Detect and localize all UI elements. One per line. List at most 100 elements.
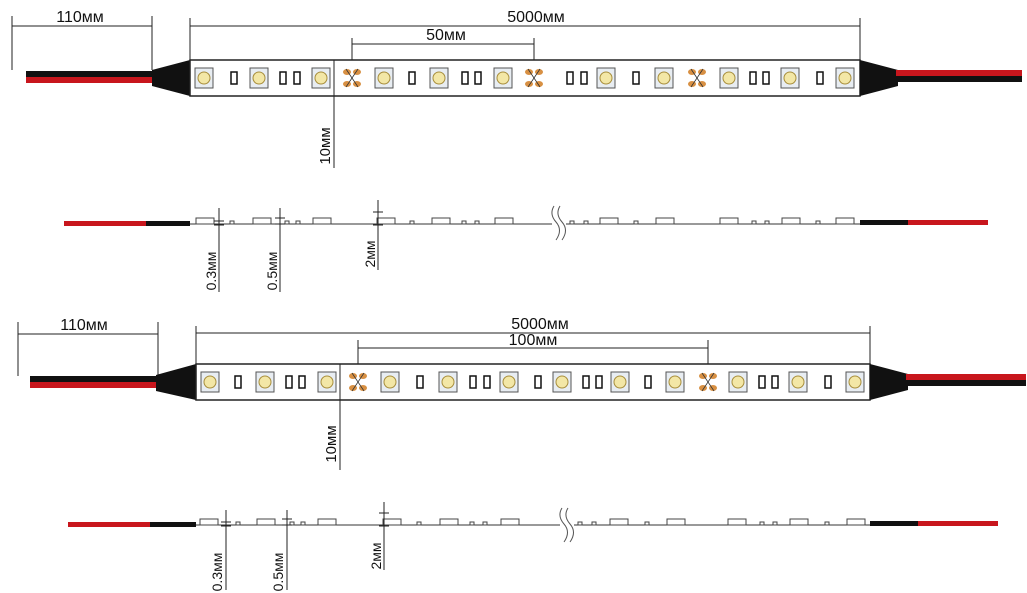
led-chip-icon (596, 67, 616, 89)
led-chip-icon (835, 67, 855, 89)
total-thickness-label: 2мм (362, 240, 378, 267)
resistor-icon (298, 375, 306, 389)
total-thickness-label: 2мм (368, 542, 384, 569)
profile-2-components (199, 518, 866, 526)
led-chip-icon (255, 371, 275, 393)
right-wire-2 (906, 374, 1026, 386)
led-chip-icon (552, 371, 572, 393)
lead-length-label: 110мм (60, 317, 108, 334)
right-wire-1 (896, 70, 1022, 82)
resistor-icon (461, 71, 469, 85)
resistor-icon (469, 375, 477, 389)
solder-pad-icon (343, 68, 361, 88)
strip-1-components (194, 67, 855, 89)
resistor-icon (293, 71, 301, 85)
resistor-icon (816, 71, 824, 85)
left-wire-2 (30, 376, 158, 388)
led-chip-icon (780, 67, 800, 89)
led-chip-icon (249, 67, 269, 89)
lead-length-label: 110мм (56, 9, 104, 26)
left-wire-1 (26, 71, 154, 83)
break-mark-icon (565, 507, 574, 543)
led-chip-icon (493, 67, 513, 89)
led-chip-icon (728, 371, 748, 393)
resistor-icon (230, 71, 238, 85)
resistor-icon (758, 375, 766, 389)
led-chip-icon (200, 371, 220, 393)
component-height-label: 0.5мм (270, 553, 286, 592)
resistor-icon (408, 71, 416, 85)
led-chip-icon (194, 67, 214, 89)
diagram-2-side-profile: 0.3мм 0.5мм 2мм (68, 502, 998, 591)
resistor-icon (534, 375, 542, 389)
resistor-icon (644, 375, 652, 389)
strip-length-label: 5000мм (507, 9, 565, 26)
resistor-icon (483, 375, 491, 389)
resistor-icon (749, 71, 757, 85)
resistor-icon (285, 375, 293, 389)
cut-interval-label: 100мм (509, 332, 558, 349)
led-chip-icon (429, 67, 449, 89)
led-chip-icon (665, 371, 685, 393)
dim-lead-length-1 (11, 16, 153, 70)
diagram-1-top-view: 110мм 5000мм 50мм (11, 9, 1022, 168)
resistor-icon (580, 71, 588, 85)
led-chip-icon (719, 67, 739, 89)
solder-pad-icon (688, 68, 706, 88)
dim-strip-length-1 (189, 18, 861, 62)
resistor-icon (582, 375, 590, 389)
profile-2-wire-black-right (870, 521, 918, 526)
resistor-icon (234, 375, 242, 389)
profile-1-dimension-lines (214, 200, 383, 292)
profile-1-wire-black-left (146, 221, 190, 226)
led-chip-icon (499, 371, 519, 393)
dim-strip-width-1 (330, 59, 338, 168)
resistor-icon (279, 71, 287, 85)
led-chip-icon (311, 67, 331, 89)
right-connector-2 (870, 364, 908, 400)
solder-pad-icon (699, 372, 717, 392)
led-chip-icon (610, 371, 630, 393)
led-chip-icon (845, 371, 865, 393)
dim-lead-length-2 (17, 322, 159, 376)
profile-2-wire-red-left (68, 522, 150, 527)
resistor-icon (632, 71, 640, 85)
break-mark-icon (559, 507, 568, 543)
profile-2-dimension-lines (221, 502, 389, 590)
resistor-icon (771, 375, 779, 389)
dim-strip-width-2 (336, 363, 344, 470)
left-connector-1 (152, 60, 190, 96)
led-chip-icon (380, 371, 400, 393)
led-chip-icon (374, 67, 394, 89)
resistor-icon (595, 375, 603, 389)
led-chip-icon (654, 67, 674, 89)
profile-1-wire-black-right (860, 220, 908, 225)
diagram-2-top-view: 110мм 5000мм 100мм (17, 316, 1026, 470)
base-thickness-label: 0.3мм (203, 252, 219, 291)
led-chip-icon (317, 371, 337, 393)
break-mark-icon (557, 205, 566, 241)
strip-2-components (200, 371, 865, 393)
resistor-icon (762, 71, 770, 85)
resistor-icon (566, 71, 574, 85)
strip-1 (189, 59, 861, 97)
profile-2-wire-red-right (918, 521, 998, 526)
profile-1-wire-red-right (908, 220, 988, 225)
resistor-icon (474, 71, 482, 85)
led-chip-icon (438, 371, 458, 393)
strip-width-label: 10мм (323, 425, 340, 462)
dim-strip-length-2 (195, 326, 871, 364)
strip-2 (195, 363, 871, 401)
profile-1-components (195, 217, 855, 225)
strip-width-label: 10мм (317, 127, 334, 164)
left-connector-2 (156, 364, 196, 400)
led-chip-icon (788, 371, 808, 393)
strip-length-label: 5000мм (511, 316, 569, 333)
resistor-icon (824, 375, 832, 389)
diagram-1-side-profile: 0.3мм 0.5мм 2мм (64, 200, 988, 292)
right-connector-1 (860, 60, 898, 96)
base-thickness-label: 0.3мм (209, 553, 225, 592)
cut-interval-label: 50мм (426, 27, 466, 44)
profile-1-wire-red-left (64, 221, 146, 226)
